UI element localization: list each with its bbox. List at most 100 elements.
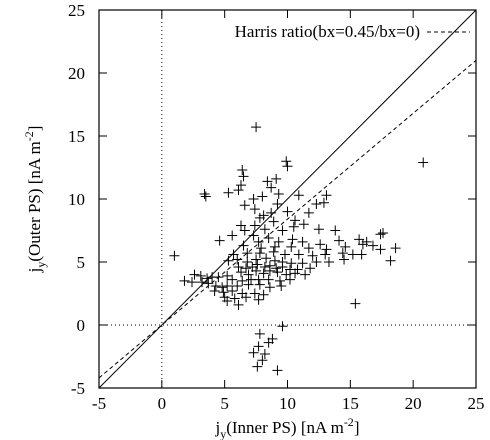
data-point: [418, 157, 429, 168]
data-point: [227, 285, 238, 296]
data-point: [263, 233, 274, 244]
data-point: [252, 259, 263, 270]
data-point: [303, 243, 314, 254]
data-point: [263, 274, 274, 285]
data-point: [273, 188, 284, 199]
data-point: [223, 255, 234, 266]
y-tick-label: 25: [68, 1, 85, 20]
data-point: [241, 292, 252, 303]
data-point: [293, 190, 304, 201]
legend-label: Harris ratio(bx=0.45/bx=0): [235, 22, 420, 41]
data-point: [264, 265, 275, 276]
y-tick-label: 20: [68, 64, 85, 83]
data-point: [251, 254, 262, 265]
data-point: [252, 361, 263, 372]
data-point: [253, 341, 264, 352]
data-point: [233, 185, 244, 196]
data-point: [253, 294, 264, 305]
data-point: [334, 235, 345, 246]
data-point: [239, 225, 250, 236]
data-point: [282, 161, 293, 172]
data-point: [390, 243, 401, 254]
data-point: [249, 204, 260, 215]
data-point: [243, 279, 254, 290]
x-tick-label: 25: [468, 394, 485, 413]
data-point: [277, 321, 288, 332]
data-point: [354, 234, 365, 245]
data-point: [261, 253, 272, 264]
data-point: [222, 280, 233, 291]
identity-line: [99, 10, 476, 388]
data-point: [274, 275, 285, 286]
data-point: [197, 277, 208, 288]
data-point: [253, 274, 264, 285]
data-point: [375, 244, 386, 255]
data-point: [315, 239, 326, 250]
data-point: [236, 180, 247, 191]
data-point: [189, 269, 200, 280]
axis-ticks: -5 0 5 10 15 20 25 -5 0 5 10 15 20 25: [68, 1, 485, 413]
data-point: [257, 355, 268, 366]
data-point: [186, 277, 197, 288]
data-point: [266, 182, 277, 193]
data-point: [232, 254, 243, 265]
data-point: [222, 270, 233, 281]
data-point: [277, 225, 288, 236]
y-tick-label: -5: [71, 379, 85, 398]
data-point: [375, 229, 386, 240]
data-point: [266, 207, 277, 218]
data-point: [281, 269, 292, 280]
y-axis-label-end: ]: [25, 126, 44, 132]
data-point: [179, 275, 190, 286]
data-point: [347, 249, 358, 260]
y-tick-label: 10: [68, 190, 85, 209]
data-point: [311, 257, 322, 267]
data-point: [248, 194, 259, 204]
y-axis-label-main: j: [25, 268, 44, 274]
data-point: [217, 282, 228, 293]
data-point: [257, 191, 268, 202]
data-point: [378, 228, 389, 239]
data-point: [209, 285, 220, 296]
y-tick-label: 15: [68, 127, 85, 146]
data-point: [277, 262, 288, 273]
x-tick-label: 20: [405, 394, 422, 413]
data-point: [254, 212, 265, 223]
data-point: [237, 275, 248, 286]
data-point: [259, 348, 270, 359]
data-point: [258, 289, 269, 300]
data-point: [303, 207, 314, 218]
data-point: [320, 249, 331, 260]
data-point: [195, 270, 206, 281]
data-point: [223, 187, 234, 198]
data-point: [218, 287, 229, 298]
x-tick-label: -5: [92, 394, 106, 413]
data-point: [269, 241, 280, 252]
data-point: [300, 269, 311, 280]
data-point: [293, 249, 304, 260]
data-point: [243, 269, 254, 280]
data-point: [254, 328, 265, 339]
data-point: [233, 262, 244, 273]
harris-ratio-line: [99, 60, 476, 379]
data-point: [267, 333, 278, 344]
data-point: [227, 230, 238, 241]
data-point: [259, 224, 270, 235]
data-point: [264, 282, 275, 293]
data-point: [290, 268, 301, 279]
data-point: [298, 219, 309, 230]
data-point: [367, 240, 378, 251]
data-point: [202, 273, 213, 284]
data-point: [305, 263, 316, 274]
x-axis-label-sub: y: [220, 427, 226, 440]
data-point: [287, 234, 298, 245]
y-axis-label: jy(Outer PS) [nA m-2]: [22, 126, 48, 274]
x-axis-label-sup: -2: [344, 415, 354, 429]
data-point: [248, 347, 259, 358]
data-point: [262, 176, 273, 187]
data-point: [286, 241, 297, 252]
data-point: [307, 250, 318, 261]
x-tick-label: 5: [220, 394, 229, 413]
data-point: [356, 249, 367, 260]
